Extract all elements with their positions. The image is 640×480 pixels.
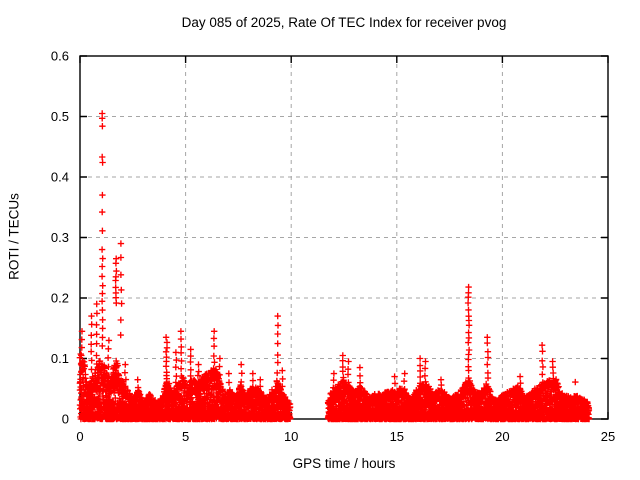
y-tick-label: 0.3 [51, 230, 69, 245]
x-tick-label: 15 [390, 429, 404, 444]
x-axis-label: GPS time / hours [292, 456, 396, 471]
x-tick-label: 5 [182, 429, 189, 444]
y-tick-label: 0.4 [51, 170, 69, 185]
y-tick-label: 0.5 [51, 109, 69, 124]
grid-lines [80, 56, 608, 419]
y-tick-label: 0.6 [51, 49, 69, 64]
y-tick-label: 0 [62, 412, 69, 427]
y-tick-label: 0.2 [51, 291, 69, 306]
chart-title: Day 085 of 2025, Rate Of TEC Index for r… [181, 15, 507, 30]
x-tick-label: 0 [76, 429, 83, 444]
y-tick-label: 0.1 [51, 351, 69, 366]
x-tick-label: 10 [284, 429, 298, 444]
x-tick-label: 25 [601, 429, 615, 444]
roti-data-points [76, 110, 593, 423]
x-tick-label: 20 [495, 429, 509, 444]
